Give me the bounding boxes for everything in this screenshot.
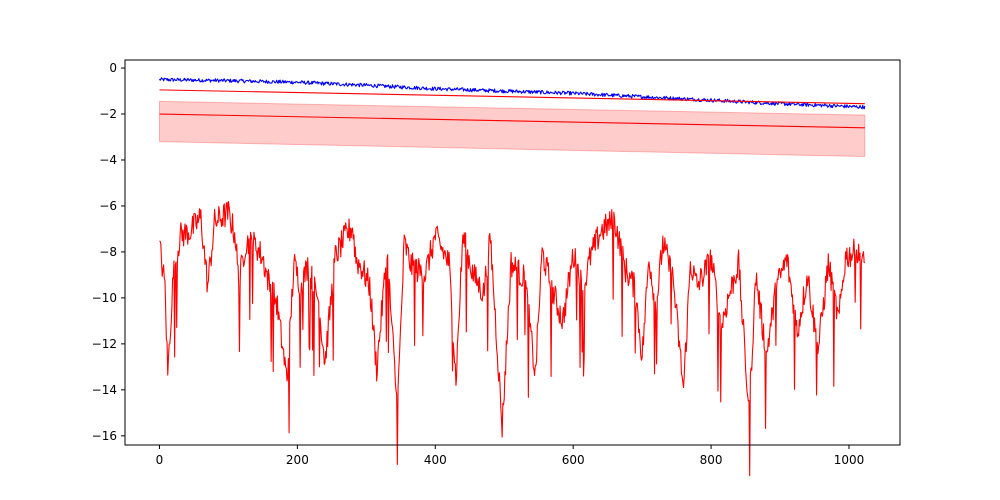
x-tick-label: 800 [700,453,723,467]
y-axis: 0 −2 −4 −6 −8 −10 −12 −14 −16 [92,61,125,443]
x-tick-label: 200 [286,453,309,467]
y-tick-label: −14 [92,383,117,397]
axes-frame [124,59,901,446]
y-tick-label: −2 [99,107,117,121]
series-1-line [159,89,865,105]
y-tick-label: −8 [99,245,117,259]
y-tick-label: −6 [99,199,117,213]
series-2-band [158,100,866,158]
series-3-line [159,201,865,477]
series-2-line [159,113,865,129]
x-tick-label: 1000 [834,453,865,467]
y-tick-label: 0 [109,61,117,75]
y-tick-label: −12 [92,337,117,351]
y-tick-label: −4 [99,153,117,167]
x-tick-label: 400 [424,453,447,467]
y-tick-label: −10 [92,291,117,305]
y-tick-label: −16 [92,429,117,443]
x-tick-label: 600 [562,453,585,467]
x-tick-label: 0 [156,453,164,467]
x-axis: 0 200 400 600 800 1000 [156,445,865,467]
plot-area [158,77,866,477]
